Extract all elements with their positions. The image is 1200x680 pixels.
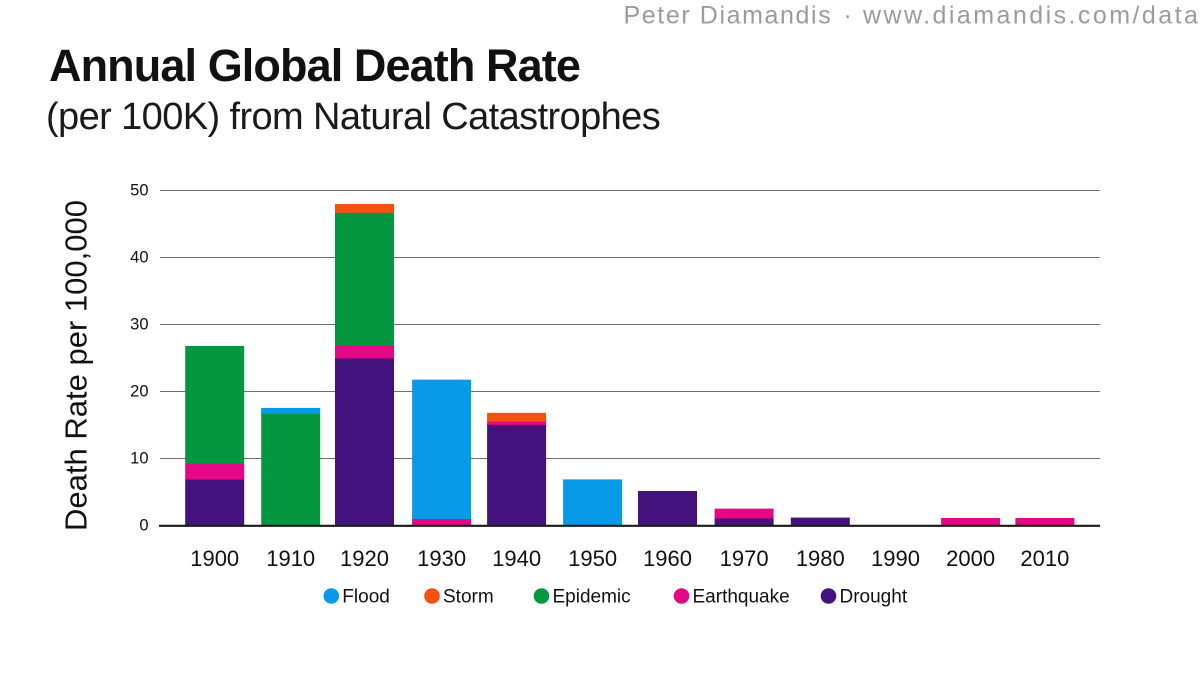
svg-text:1900: 1900 <box>190 546 239 571</box>
svg-text:1960: 1960 <box>643 546 692 571</box>
svg-text:Storm: Storm <box>443 587 494 608</box>
svg-text:www.diamandis.com/data: www.diamandis.com/data <box>862 2 1200 30</box>
svg-text:·: · <box>843 2 851 30</box>
svg-text:10: 10 <box>130 449 148 467</box>
svg-text:Earthquake: Earthquake <box>693 587 790 608</box>
svg-text:Annual Global Death Rate: Annual Global Death Rate <box>49 40 580 91</box>
svg-text:Epidemic: Epidemic <box>553 587 631 608</box>
svg-text:2010: 2010 <box>1020 546 1069 571</box>
svg-text:Drought: Drought <box>840 587 908 608</box>
svg-text:1910: 1910 <box>266 546 315 571</box>
svg-text:20: 20 <box>130 382 148 400</box>
svg-text:50: 50 <box>130 181 148 199</box>
svg-text:1970: 1970 <box>720 546 769 571</box>
svg-text:1950: 1950 <box>568 546 617 571</box>
svg-text:(per 100K) from Natural Catast: (per 100K) from Natural Catastrophes <box>46 96 660 138</box>
svg-text:Peter Diamandis: Peter Diamandis <box>624 2 833 30</box>
svg-text:1930: 1930 <box>417 546 466 571</box>
svg-text:30: 30 <box>130 315 148 333</box>
svg-text:1920: 1920 <box>340 546 389 571</box>
svg-text:2000: 2000 <box>946 546 995 571</box>
svg-text:Flood: Flood <box>342 587 390 608</box>
svg-text:1940: 1940 <box>492 546 541 571</box>
svg-text:1980: 1980 <box>796 546 845 571</box>
svg-text:0: 0 <box>139 516 148 534</box>
svg-text:1990: 1990 <box>871 546 920 571</box>
svg-text:Death Rate per 100,000: Death Rate per 100,000 <box>59 200 94 531</box>
svg-text:40: 40 <box>130 248 148 266</box>
